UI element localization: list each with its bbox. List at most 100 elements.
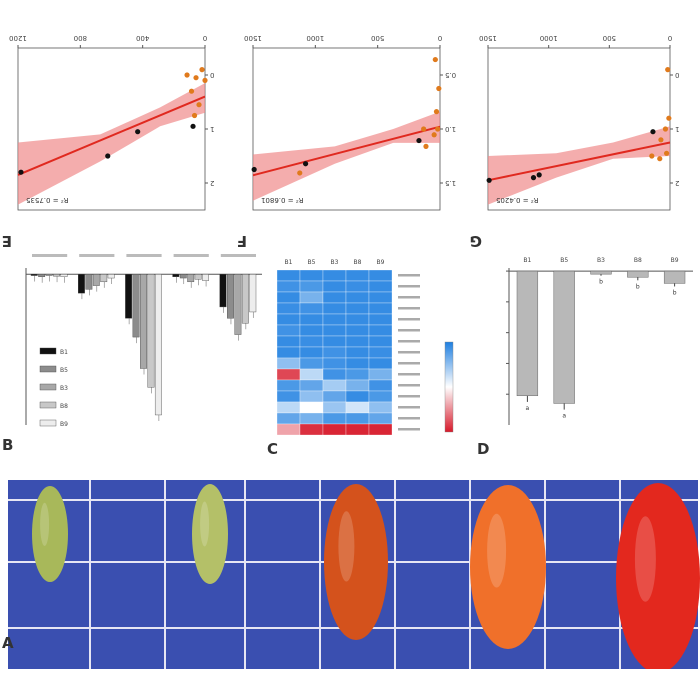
heatmap-cell bbox=[322, 401, 347, 414]
bar bbox=[107, 274, 115, 279]
x-tick-label: 1500 bbox=[244, 34, 262, 42]
heatmap-cell bbox=[276, 302, 301, 315]
row-label bbox=[398, 395, 420, 398]
heatmap-cell bbox=[276, 269, 301, 282]
bar bbox=[241, 274, 249, 324]
data-point bbox=[188, 88, 195, 94]
bar bbox=[140, 274, 147, 369]
group-header-line bbox=[32, 254, 68, 257]
bar bbox=[179, 274, 187, 279]
panel-c: B1 B5 B3 B8 B9 C bbox=[265, 250, 475, 460]
x-tick-label: 1000 bbox=[540, 34, 558, 42]
bar bbox=[60, 274, 68, 277]
x-tick-label: 0 bbox=[203, 34, 207, 42]
heatmap-cell bbox=[368, 335, 393, 348]
heatmap-cell bbox=[322, 335, 347, 348]
heatmap-cell bbox=[322, 302, 347, 315]
row-label bbox=[398, 329, 420, 332]
y-tick-label: 2 bbox=[675, 179, 679, 187]
data-point bbox=[536, 172, 542, 178]
grouped-bar-chart-b: B1 B5 B3 B8 B9 B bbox=[2, 254, 262, 454]
group-header-line bbox=[220, 254, 256, 257]
scatter-chart-g: 0 500 1000 1500 0 1 2 R² = 0.4205 G bbox=[470, 34, 680, 250]
y-tick-label: 0.5 bbox=[445, 71, 456, 79]
bar bbox=[92, 274, 100, 286]
data-point bbox=[251, 166, 257, 173]
y-tick-label: 1.5 bbox=[445, 179, 456, 187]
panel-letter: C bbox=[267, 440, 278, 458]
data-point bbox=[665, 67, 671, 73]
heatmap-cell bbox=[345, 280, 370, 293]
heatmap-c: B1 B5 B3 B8 B9 C bbox=[267, 259, 454, 458]
data-point bbox=[486, 177, 492, 183]
data-point bbox=[436, 85, 442, 92]
heatmap-cell bbox=[322, 379, 347, 392]
group-header-line bbox=[126, 254, 162, 257]
data-point bbox=[135, 129, 141, 135]
heatmap-cell bbox=[345, 269, 370, 282]
data-point bbox=[199, 67, 205, 73]
data-point bbox=[433, 109, 440, 115]
x-tick-label: 1200 bbox=[9, 34, 27, 42]
heatmap-cell bbox=[276, 412, 301, 425]
legend-swatch bbox=[39, 365, 57, 373]
confidence-band bbox=[18, 83, 205, 205]
fruit bbox=[324, 484, 388, 640]
r-squared-label: R² = 0.7535 bbox=[26, 196, 68, 204]
row-label bbox=[398, 318, 420, 321]
heatmap-cell bbox=[345, 390, 370, 403]
heatmap-cell bbox=[299, 324, 324, 337]
fruit bbox=[616, 483, 700, 673]
scatter-chart-e: 0 400 800 1200 0 1 2 R² = 0.7535 E bbox=[2, 34, 215, 250]
heatmap-cell bbox=[322, 423, 347, 436]
row-label bbox=[398, 362, 420, 365]
legend-label: B9 bbox=[60, 421, 68, 428]
significance-label: b bbox=[636, 283, 640, 290]
fruit-highlight bbox=[200, 501, 210, 547]
bar bbox=[553, 270, 575, 404]
heatmap-cell bbox=[368, 269, 393, 282]
panel-d: a B1 a B5 b B3 b B8 b B9 D bbox=[475, 250, 700, 460]
category-label: B5 bbox=[560, 257, 568, 264]
legend-label: B1 bbox=[60, 349, 68, 356]
heatmap-cell bbox=[322, 412, 347, 425]
legend-label: B8 bbox=[60, 403, 68, 410]
column-label: B5 bbox=[308, 259, 316, 266]
heatmap-cell bbox=[276, 324, 301, 337]
bar bbox=[85, 274, 93, 290]
heatmap-cell bbox=[299, 368, 324, 381]
fruit-photo: B1B5B3B8B9A bbox=[2, 462, 700, 673]
heatmap-cell bbox=[299, 390, 324, 403]
bar bbox=[77, 274, 85, 294]
column-label: B8 bbox=[354, 259, 362, 266]
heatmap-cell bbox=[345, 302, 370, 315]
x-tick-label: 1500 bbox=[479, 34, 497, 42]
heatmap-cell bbox=[345, 423, 370, 436]
panel-letter: D bbox=[477, 440, 489, 458]
data-point bbox=[416, 137, 422, 144]
heatmap-cell bbox=[368, 401, 393, 414]
heatmap-cell bbox=[345, 335, 370, 348]
significance-label: b bbox=[599, 279, 603, 286]
heatmap-cell bbox=[299, 291, 324, 304]
confidence-band bbox=[253, 111, 440, 201]
row-label bbox=[398, 285, 420, 288]
y-tick-label: 1 bbox=[675, 125, 679, 133]
data-point bbox=[302, 161, 309, 167]
confidence-band bbox=[488, 126, 670, 205]
bar bbox=[53, 274, 60, 277]
bar bbox=[172, 274, 180, 277]
category-label: B9 bbox=[671, 257, 679, 264]
heatmap-cell bbox=[299, 401, 324, 414]
heatmap-cell bbox=[368, 346, 393, 359]
panel-letter: E bbox=[2, 232, 12, 250]
heatmap-cell bbox=[299, 412, 324, 425]
heatmap-cell bbox=[368, 280, 393, 293]
category-label: B1 bbox=[523, 257, 531, 264]
fruit bbox=[470, 485, 546, 649]
fit-line bbox=[487, 141, 671, 182]
bar-chart-d: a B1 a B5 b B3 b B8 b B9 D bbox=[477, 257, 693, 458]
bar bbox=[663, 270, 686, 284]
data-point bbox=[297, 170, 303, 176]
data-point bbox=[650, 129, 656, 135]
